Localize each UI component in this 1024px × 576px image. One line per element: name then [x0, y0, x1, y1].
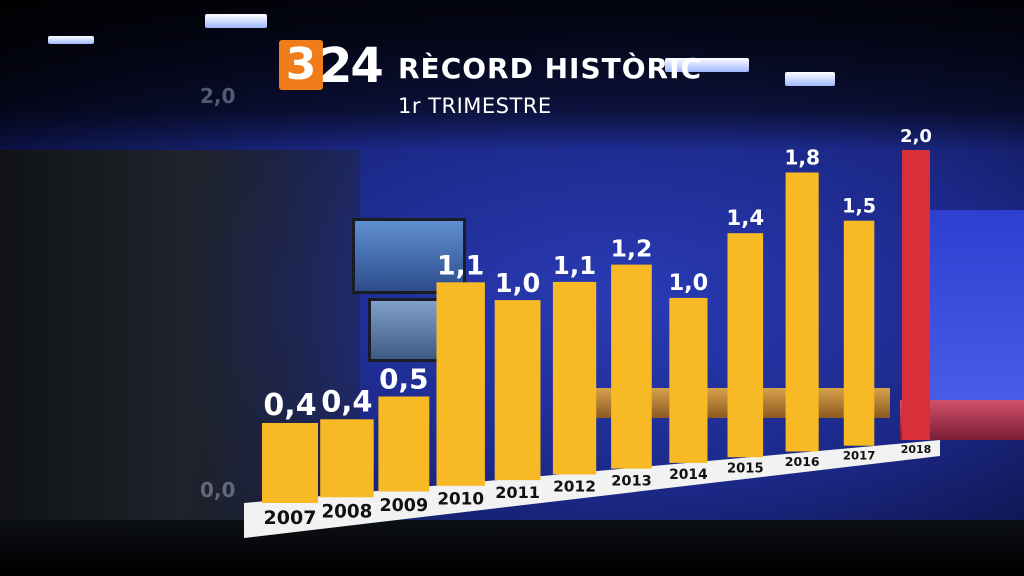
channel-logo: 3 24: [279, 38, 389, 96]
category-label-2011: 2011: [495, 483, 540, 502]
chart-title: RÈCORD HISTÒRIC: [398, 52, 703, 85]
category-label-2008: 2008: [321, 502, 372, 523]
studio-monitor: [352, 218, 466, 294]
category-label-2017: 2017: [843, 449, 876, 463]
category-label-2007: 2007: [264, 507, 317, 529]
value-label-2009: 0,5: [379, 363, 428, 396]
chart-subtitle: 1r TRIMESTRE: [398, 94, 552, 118]
bar-2018: [902, 150, 930, 440]
bar-2009: [378, 396, 430, 492]
value-label-2011: 1,0: [495, 269, 540, 299]
bar-2017: [843, 220, 875, 446]
bar-2014: [669, 297, 708, 463]
bar-2010: [436, 282, 485, 486]
category-label-2016: 2016: [785, 454, 820, 469]
bar-2011: [494, 300, 541, 481]
category-label-2018: 2018: [901, 443, 932, 456]
ghost-tick-bottom: 0,0: [200, 478, 236, 502]
studio-light: [785, 72, 835, 86]
ghost-tick-top: 2,0: [200, 84, 236, 108]
value-label-2010: 1,1: [437, 250, 484, 281]
value-label-2018: 2,0: [900, 126, 932, 147]
bar-2012: [552, 281, 597, 475]
studio-light: [48, 36, 94, 44]
category-label-2009: 2009: [379, 496, 428, 516]
value-label-2012: 1,1: [553, 251, 596, 280]
bar-2013: [611, 264, 652, 469]
value-label-2007: 0,4: [263, 388, 316, 423]
category-label-2012: 2012: [553, 478, 596, 496]
value-label-2008: 0,4: [321, 384, 372, 418]
value-label-2016: 1,8: [784, 146, 820, 170]
category-label-2013: 2013: [611, 472, 652, 489]
category-label-2010: 2010: [437, 489, 484, 509]
studio-floor: [0, 520, 1024, 576]
category-label-2015: 2015: [727, 461, 764, 476]
bar-2015: [727, 233, 764, 458]
category-label-2014: 2014: [669, 467, 708, 483]
value-label-2014: 1,0: [669, 270, 709, 296]
studio-wall: [930, 210, 1024, 410]
category-strip: [244, 440, 940, 538]
logo-number: 24: [319, 38, 384, 94]
bar-2007: [262, 423, 318, 503]
bar-2008: [320, 419, 374, 498]
studio-light: [665, 58, 749, 72]
value-label-2013: 1,2: [611, 235, 653, 263]
bar-2016: [785, 172, 819, 452]
value-label-2017: 1,5: [842, 195, 876, 218]
value-label-2015: 1,4: [726, 206, 764, 231]
logo-digit: 3: [279, 40, 323, 90]
studio-light: [205, 14, 267, 28]
